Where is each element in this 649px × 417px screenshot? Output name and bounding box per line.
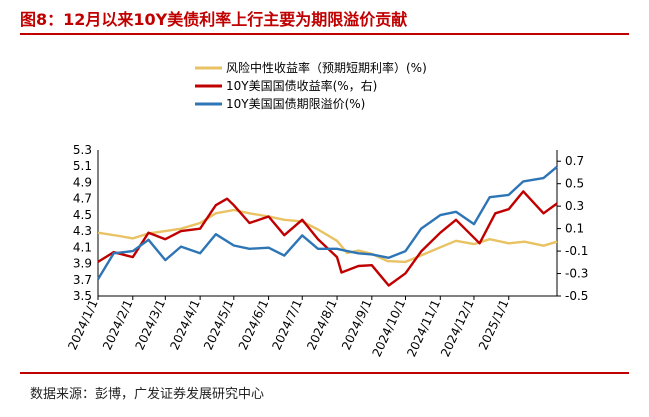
y-left-tick-label-9: 3.5 [73, 289, 92, 303]
y-left-tick-label-8: 3.7 [73, 273, 92, 287]
y-left-tick-label-7: 3.9 [73, 257, 92, 271]
axes [97, 150, 558, 297]
x-tick-label-5: 2024/6/1 [236, 297, 271, 352]
x-tick-label-10: 2024/11/1 [404, 297, 443, 359]
y-right-tick-label-4: -0.1 [565, 244, 588, 258]
y-left-tick-label-4: 4.5 [73, 208, 92, 222]
figure-title: 图8：12月以来10Y美债利率上行主要为期限溢价贡献 [20, 10, 408, 29]
x-tick-label-2: 2024/3/1 [133, 297, 168, 352]
x-tick-label-0: 2024/1/1 [65, 297, 100, 352]
x-tick-label-6: 2024/7/1 [269, 297, 304, 352]
y-right-tick-label-0: 0.7 [565, 154, 584, 168]
title-rule [20, 33, 629, 35]
x-tick-label-1: 2024/2/1 [100, 297, 135, 352]
footer-rule [20, 372, 629, 374]
y-right-tick-label-3: 0.1 [565, 222, 584, 236]
legend-label-10y-yield: 10Y美国国债收益率(%，右) [226, 78, 377, 93]
y-left-tick-label-0: 5.3 [73, 143, 92, 157]
legend-label-term-premium: 10Y美国国债期限溢价(%) [226, 97, 365, 111]
series-layer [96, 165, 558, 287]
y-left-tick-label-2: 4.9 [73, 175, 92, 189]
y-right-tick-label-2: 0.3 [565, 199, 584, 213]
series-line-0 [97, 208, 558, 264]
y-right-tick-label-1: 0.5 [565, 177, 584, 191]
x-tick-label-9: 2024/10/1 [370, 297, 409, 359]
x-tick-label-8: 2024/9/1 [339, 297, 374, 352]
y-right-tick-label-6: -0.5 [565, 289, 588, 303]
y-left-tick-label-6: 4.1 [73, 240, 92, 254]
x-tick-label-3: 2024/4/1 [167, 297, 202, 352]
legend-label-risk-neutral: 风险中性收益率（预期短期利率）(%) [226, 60, 427, 75]
x-tick-label-12: 2025/1/1 [476, 297, 511, 352]
x-tick-label-11: 2024/12/1 [438, 297, 477, 359]
y-left-tick-label-1: 5.1 [73, 159, 92, 173]
source-note: 数据来源：彭博，广发证券发展研究中心 [30, 387, 265, 402]
y-left-tick-labels: 5.3 5.1 4.9 4.7 4.5 4.3 4.1 3.9 3.7 3.5 [73, 143, 92, 303]
y-left-tick-label-5: 4.3 [73, 224, 92, 238]
y-right-tick-label-5: -0.3 [565, 267, 588, 281]
series-line-2 [96, 165, 558, 280]
x-tick-label-4: 2024/5/1 [201, 297, 236, 352]
y-right-tick-labels: 0.7 0.5 0.3 0.1 -0.1 -0.3 -0.5 [557, 154, 588, 303]
chart: 风险中性收益率（预期短期利率）(%) 10Y美国国债收益率(%，右) 10Y美国… [65, 60, 588, 359]
legend: 风险中性收益率（预期短期利率）(%) 10Y美国国债收益率(%，右) 10Y美国… [195, 60, 427, 111]
y-left-tick-label-3: 4.7 [73, 192, 92, 206]
x-tick-label-7: 2024/8/1 [304, 297, 339, 352]
